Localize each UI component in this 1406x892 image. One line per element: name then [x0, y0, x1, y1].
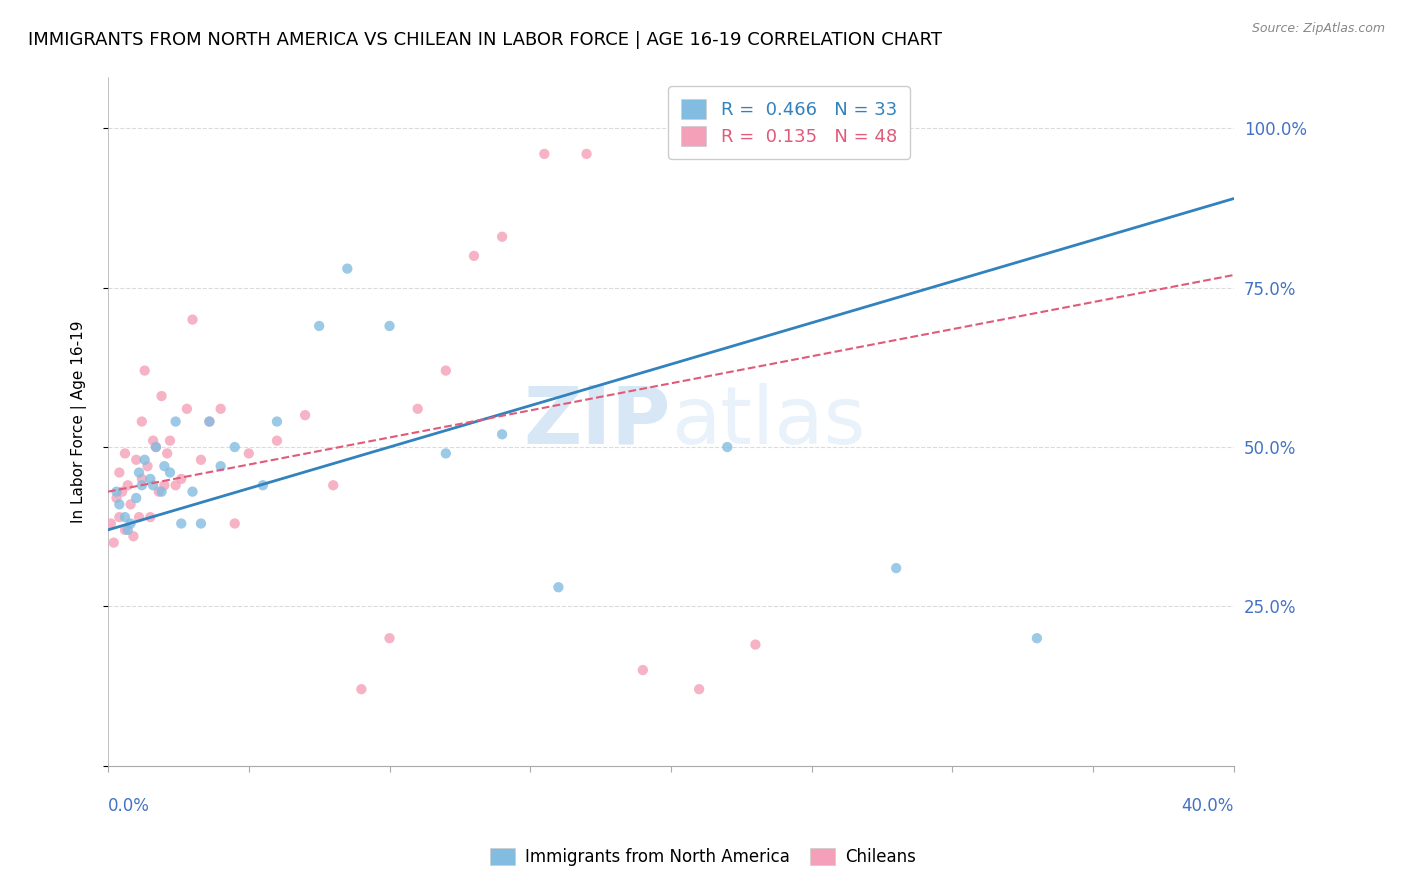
Point: [170, 472, 193, 486]
Point: [350, 682, 373, 697]
Point: [378, 631, 401, 645]
Point: [190, 516, 212, 531]
Point: [111, 484, 134, 499]
Point: [142, 478, 165, 492]
Point: [198, 415, 221, 429]
Point: [136, 459, 159, 474]
Point: [181, 484, 204, 499]
Point: [547, 580, 569, 594]
Point: [165, 478, 187, 492]
Point: [575, 147, 598, 161]
Point: [105, 484, 128, 499]
Point: [238, 446, 260, 460]
Point: [170, 516, 193, 531]
Point: [463, 249, 485, 263]
Point: [153, 478, 176, 492]
Point: [150, 484, 173, 499]
Point: [139, 510, 162, 524]
Point: [120, 516, 142, 531]
Point: [266, 415, 288, 429]
Point: [631, 663, 654, 677]
Point: [125, 452, 148, 467]
Point: [884, 561, 907, 575]
Point: [1025, 631, 1047, 645]
Point: [406, 401, 429, 416]
Point: [176, 401, 198, 416]
Point: [266, 434, 288, 448]
Point: [131, 472, 153, 486]
Point: [148, 484, 170, 499]
Point: [308, 318, 330, 333]
Legend: R =  0.466   N = 33, R =  0.135   N = 48: R = 0.466 N = 33, R = 0.135 N = 48: [668, 87, 910, 159]
Point: [252, 478, 274, 492]
Point: [139, 472, 162, 486]
Point: [294, 408, 316, 422]
Point: [181, 312, 204, 326]
Text: atlas: atlas: [671, 383, 865, 460]
Point: [153, 459, 176, 474]
Text: Source: ZipAtlas.com: Source: ZipAtlas.com: [1251, 22, 1385, 36]
Point: [114, 523, 136, 537]
Point: [120, 497, 142, 511]
Point: [159, 466, 181, 480]
Y-axis label: In Labor Force | Age 16-19: In Labor Force | Age 16-19: [72, 320, 87, 523]
Point: [491, 427, 513, 442]
Point: [142, 434, 165, 448]
Point: [105, 491, 128, 505]
Point: [131, 415, 153, 429]
Point: [159, 434, 181, 448]
Point: [491, 229, 513, 244]
Point: [434, 363, 457, 377]
Point: [156, 446, 179, 460]
Point: [224, 440, 246, 454]
Text: ZIP: ZIP: [524, 383, 671, 460]
Point: [322, 478, 344, 492]
Point: [378, 318, 401, 333]
Point: [128, 466, 150, 480]
Point: [128, 510, 150, 524]
Point: [434, 446, 457, 460]
Point: [209, 459, 232, 474]
Point: [131, 478, 153, 492]
Point: [224, 516, 246, 531]
Point: [117, 523, 139, 537]
Point: [117, 478, 139, 492]
Point: [100, 516, 122, 531]
Point: [165, 415, 187, 429]
Point: [190, 452, 212, 467]
Point: [336, 261, 359, 276]
Text: 0.0%: 0.0%: [108, 797, 150, 814]
Point: [533, 147, 555, 161]
Text: 40.0%: 40.0%: [1181, 797, 1234, 814]
Point: [134, 363, 156, 377]
Point: [103, 535, 125, 549]
Point: [125, 491, 148, 505]
Point: [198, 415, 221, 429]
Text: IMMIGRANTS FROM NORTH AMERICA VS CHILEAN IN LABOR FORCE | AGE 16-19 CORRELATION : IMMIGRANTS FROM NORTH AMERICA VS CHILEAN…: [28, 31, 942, 49]
Point: [108, 497, 131, 511]
Point: [122, 529, 145, 543]
Point: [716, 440, 738, 454]
Point: [688, 682, 710, 697]
Point: [108, 510, 131, 524]
Point: [150, 389, 173, 403]
Point: [114, 510, 136, 524]
Point: [145, 440, 167, 454]
Point: [744, 638, 766, 652]
Point: [145, 440, 167, 454]
Point: [209, 401, 232, 416]
Point: [114, 446, 136, 460]
Point: [134, 452, 156, 467]
Legend: Immigrants from North America, Chileans: Immigrants from North America, Chileans: [482, 840, 924, 875]
Point: [108, 466, 131, 480]
